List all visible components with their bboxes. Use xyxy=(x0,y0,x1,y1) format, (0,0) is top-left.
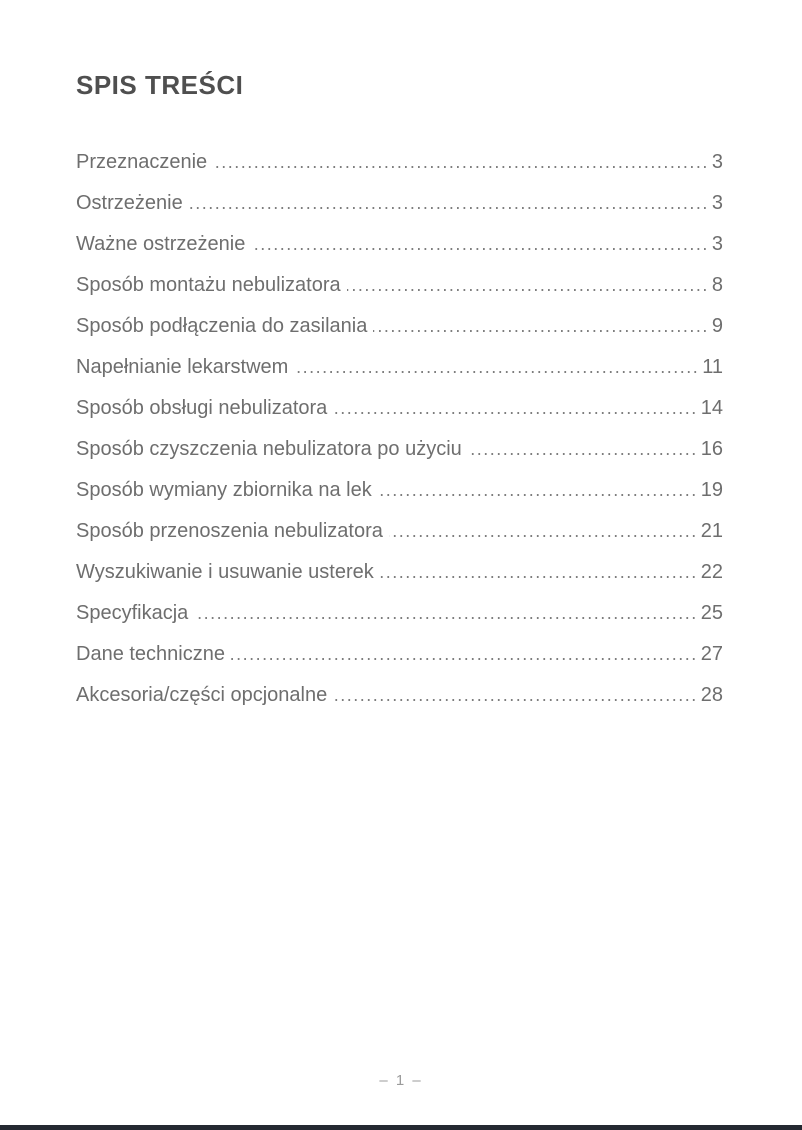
toc-entry-label: Ostrzeżenie xyxy=(76,192,183,214)
toc-entry: Sposób montażu nebulizatora ............… xyxy=(76,274,723,315)
toc-entry: Sposób wymiany zbiornika na lek ........… xyxy=(76,479,723,520)
toc-entry-label: Sposób podłączenia do zasilania xyxy=(76,315,368,337)
toc-dot-leader: ........................................… xyxy=(377,480,698,500)
toc-entry-label: Sposób montażu nebulizatora xyxy=(76,274,341,296)
footer-page-number: – 1 – xyxy=(379,1072,423,1089)
toc-entry-page-number: 27 xyxy=(700,643,723,665)
page-title: SPIS TREŚCI xyxy=(76,70,244,100)
toc-entry: Ostrzeżenie ............................… xyxy=(76,192,723,233)
toc-entry: Ważne ostrzeżenie ......................… xyxy=(76,233,723,274)
toc-entry-label: Ważne ostrzeżenie xyxy=(76,233,246,255)
toc-entry: Przeznaczenie ..........................… xyxy=(76,151,723,192)
toc-entry-page-number: 3 xyxy=(711,192,723,214)
toc-entry-label: Przeznaczenie xyxy=(76,151,208,173)
toc-entry-label: Sposób przenoszenia nebulizatora xyxy=(76,520,383,542)
toc-entry-label: Sposób czyszczenia nebulizatora po użyci… xyxy=(76,438,462,460)
toc-entry: Sposób obsługi nebulizatora ............… xyxy=(76,397,723,438)
toc-dot-leader: ........................................… xyxy=(373,316,709,336)
toc-entry-page-number: 3 xyxy=(711,151,723,173)
toc-dot-leader: ........................................… xyxy=(213,152,709,172)
toc-entry-label: Dane techniczne xyxy=(76,643,225,665)
toc-entry-label: Sposób obsługi nebulizatora xyxy=(76,397,328,419)
toc-entry-label: Wyszukiwanie i usuwanie usterek xyxy=(76,561,374,583)
toc-dot-leader: ........................................… xyxy=(294,357,700,377)
toc-entry-label: Sposób wymiany zbiornika na lek xyxy=(76,479,372,501)
toc-dot-leader: ........................................… xyxy=(468,439,698,459)
toc-entry-page-number: 11 xyxy=(702,356,723,378)
toc-entry-page-number: 8 xyxy=(711,274,723,296)
toc-dot-leader: ........................................… xyxy=(188,193,709,213)
toc-entry-page-number: 22 xyxy=(700,561,723,583)
toc-entry: Napełnianie lekarstwem .................… xyxy=(76,356,723,397)
toc-entry-page-number: 21 xyxy=(700,520,723,542)
toc-entry-page-number: 16 xyxy=(700,438,723,460)
toc-entry-page-number: 14 xyxy=(700,397,723,419)
toc-entry: Akcesoria/części opcjonalne ............… xyxy=(76,684,723,725)
toc-entry: Wyszukiwanie i usuwanie usterek ........… xyxy=(76,561,723,602)
toc-dot-leader: ........................................… xyxy=(231,644,698,664)
toc-entry: Specyfikacja ...........................… xyxy=(76,602,723,643)
toc-entry-page-number: 19 xyxy=(700,479,723,501)
toc-entry: Sposób podłączenia do zasilania ........… xyxy=(76,315,723,356)
toc-dot-leader: ........................................… xyxy=(388,521,698,541)
bottom-bar-divider xyxy=(0,1125,802,1130)
toc-list: Przeznaczenie ..........................… xyxy=(76,151,723,725)
toc-entry: Sposób czyszczenia nebulizatora po użyci… xyxy=(76,438,723,479)
toc-entry-page-number: 9 xyxy=(711,315,723,337)
toc-entry-page-number: 25 xyxy=(700,602,723,624)
toc-entry: Sposób przenoszenia nebulizatora .......… xyxy=(76,520,723,561)
toc-entry-label: Specyfikacja xyxy=(76,602,189,624)
toc-dot-leader: ........................................… xyxy=(379,562,698,582)
toc-content: SPIS TREŚCI Przeznaczenie ..............… xyxy=(76,0,723,725)
toc-entry-label: Napełnianie lekarstwem xyxy=(76,356,289,378)
toc-entry-label: Akcesoria/części opcjonalne xyxy=(76,684,328,706)
toc-dot-leader: ........................................… xyxy=(194,603,698,623)
toc-dot-leader: ........................................… xyxy=(346,275,709,295)
toc-dot-leader: ........................................… xyxy=(333,685,698,705)
toc-entry-page-number: 28 xyxy=(700,684,723,706)
toc-dot-leader: ........................................… xyxy=(333,398,698,418)
toc-entry-page-number: 3 xyxy=(711,233,723,255)
toc-entry: Dane techniczne ........................… xyxy=(76,643,723,684)
toc-dot-leader: ........................................… xyxy=(251,234,709,254)
